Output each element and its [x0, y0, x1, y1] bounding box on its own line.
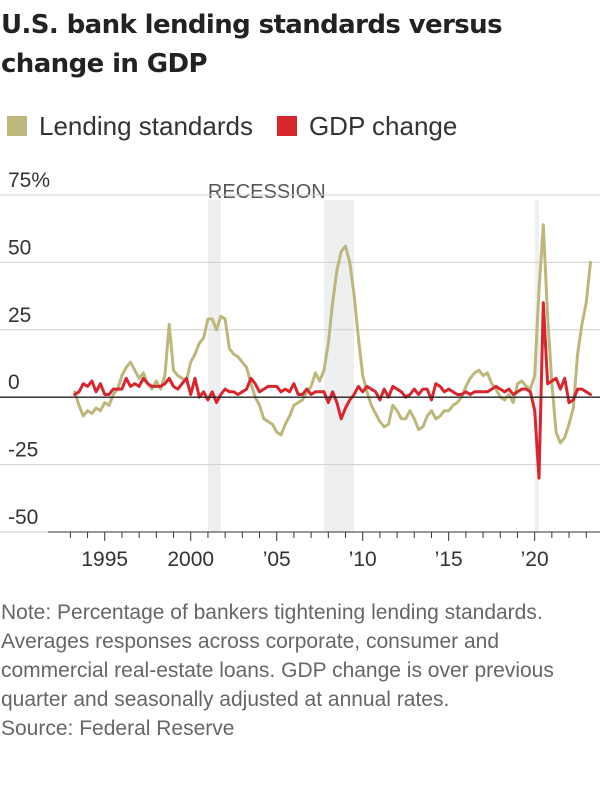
- x-tick-label: ’20: [521, 548, 549, 571]
- x-tick-label: 2000: [167, 548, 214, 571]
- legend-swatch-gdp-change: [276, 116, 297, 136]
- note-text: Note: Percentage of bankers tightening l…: [1, 601, 554, 711]
- y-tick-label: 75%: [8, 170, 50, 192]
- recession-label: RECESSION: [208, 181, 326, 203]
- x-tick-label: 1995: [81, 548, 128, 571]
- y-tick-label: -25: [8, 439, 38, 462]
- x-tick-label: ’15: [435, 548, 463, 571]
- legend-label-lending-standards: Lending standards: [39, 110, 253, 141]
- recession-band: [207, 200, 221, 532]
- legend-swatch-lending-standards: [7, 116, 27, 136]
- y-axis-labels: 75% 50 25 0 -25 -50: [8, 170, 50, 529]
- footnote: Note: Percentage of bankers tightening l…: [1, 598, 593, 743]
- line-chart: RECESSION 75% 50 25 0 -25 -50 1995 2000 ’05 ’10 ’…: [0, 170, 600, 571]
- y-tick-label: 25: [8, 304, 31, 327]
- recession-band: [534, 200, 539, 532]
- chart-title: U.S. bank lending standards versus chang…: [1, 10, 503, 79]
- y-tick-label: -50: [8, 506, 38, 529]
- x-axis: 1995 2000 ’05 ’10 ’15 ’20: [48, 531, 600, 571]
- source-text: Source: Federal Reserve: [1, 717, 235, 740]
- x-tick-label: ’05: [263, 548, 291, 571]
- legend-item-lending-standards: Lending standards: [7, 111, 253, 142]
- y-tick-label: 0: [8, 371, 20, 394]
- recession-band: [324, 200, 355, 532]
- legend-item-gdp-change: GDP change: [276, 110, 458, 142]
- gridlines: [0, 194, 600, 533]
- recession-bands: RECESSION: [207, 181, 539, 532]
- legend: Lending standards GDP change: [7, 110, 481, 142]
- series-line-lending-standards: [73, 223, 592, 445]
- legend-label-gdp-change: GDP change: [308, 110, 458, 141]
- x-tick-label: ’10: [349, 548, 377, 571]
- y-tick-label: 50: [8, 236, 31, 259]
- series-line-gdp-change: [73, 301, 592, 480]
- series-lines: [0, 223, 600, 480]
